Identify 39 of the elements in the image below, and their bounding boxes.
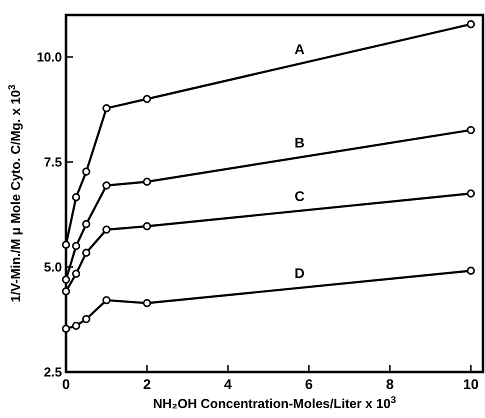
point xyxy=(72,242,80,250)
point xyxy=(82,314,90,324)
point xyxy=(82,168,90,176)
point xyxy=(72,193,80,202)
point xyxy=(62,276,70,284)
point xyxy=(82,220,90,228)
point xyxy=(102,181,111,190)
series-label: C xyxy=(294,188,305,204)
series-label: B xyxy=(294,134,305,150)
point xyxy=(142,94,152,104)
x-tick-label: 2 xyxy=(143,376,152,392)
point xyxy=(82,248,90,257)
series-label: A xyxy=(294,40,305,57)
y-tick-label: 10.0 xyxy=(36,50,62,65)
point xyxy=(62,324,70,333)
x-tick-label: 4 xyxy=(224,376,232,392)
y-tick-label: 5.0 xyxy=(44,260,62,275)
point xyxy=(72,270,80,278)
point xyxy=(102,226,111,234)
x-tick-label: 8 xyxy=(386,376,394,392)
series-label: D xyxy=(294,264,305,281)
point xyxy=(142,178,152,186)
x-tick-label: 0 xyxy=(62,376,70,392)
point xyxy=(62,287,70,296)
point xyxy=(466,20,475,28)
x-tick-label: 10 xyxy=(463,376,479,392)
point xyxy=(102,296,111,304)
point xyxy=(466,266,475,275)
point xyxy=(62,240,70,249)
point xyxy=(466,189,475,198)
y-tick-label: 7.5 xyxy=(44,154,62,170)
y-tick-label: 2.5 xyxy=(44,364,62,380)
x-tick-label: 6 xyxy=(305,376,314,392)
point xyxy=(142,222,152,230)
point xyxy=(466,126,475,134)
point xyxy=(102,104,111,112)
x-axis-title: NH₂OH Concentration-Moles/Liter x 10$^{3}$ xyxy=(152,394,397,411)
point xyxy=(142,299,152,308)
point xyxy=(72,322,80,330)
